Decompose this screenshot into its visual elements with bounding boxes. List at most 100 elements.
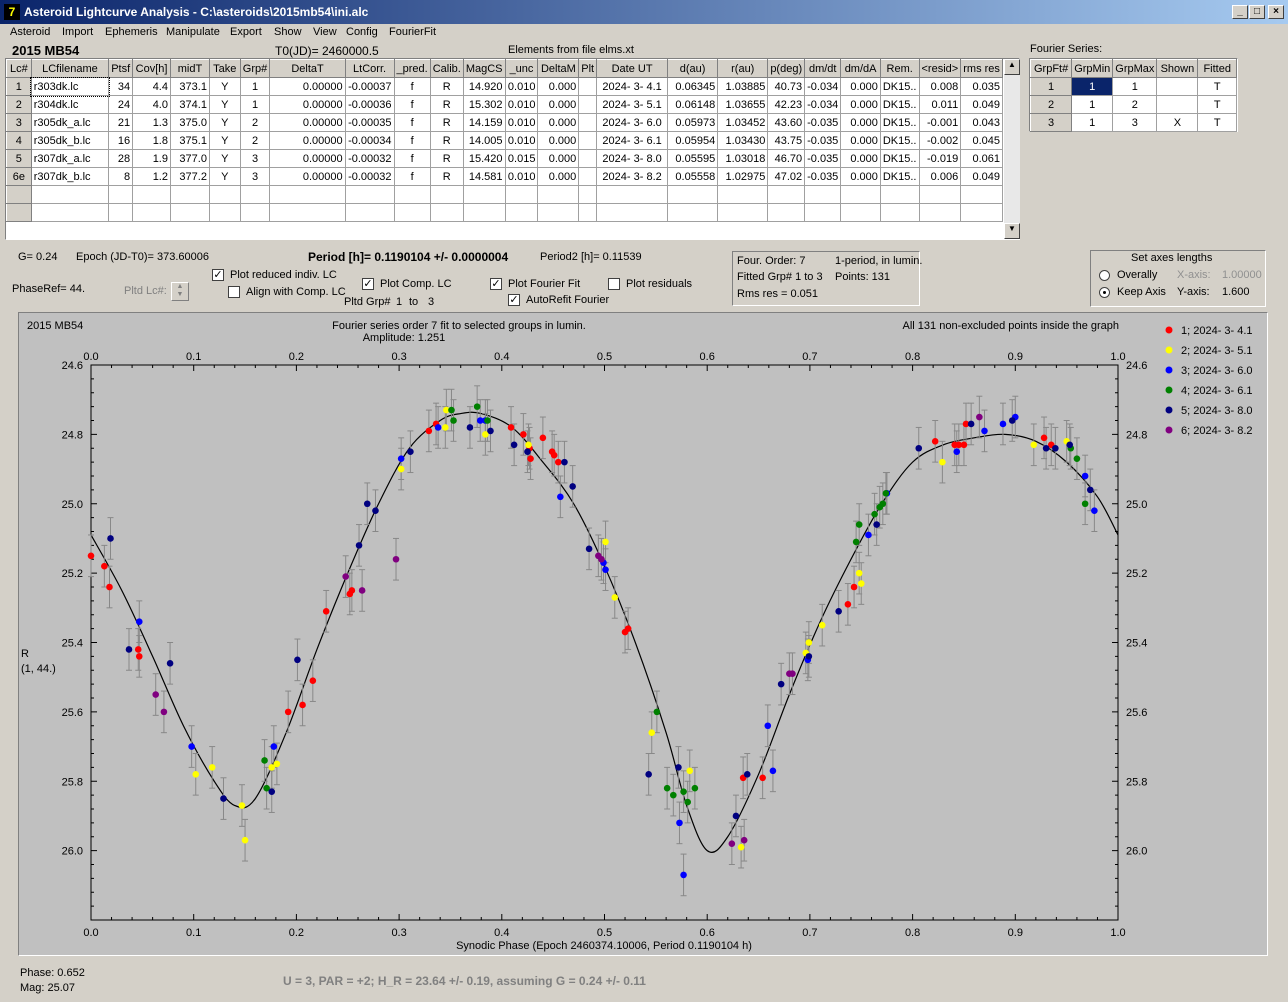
lc-col-header[interactable]: dm/dt	[804, 59, 842, 78]
table-cell[interactable]: f	[393, 131, 431, 150]
table-cell[interactable]	[132, 185, 171, 204]
table-cell[interactable]: 15.302	[462, 95, 506, 114]
table-cell[interactable]	[30, 185, 110, 204]
table-cell[interactable]: 0.061	[960, 149, 1003, 168]
lc-col-header[interactable]: rms res	[960, 59, 1003, 78]
chart-panel[interactable]: 0.0 0.0 0.1 0.1 0.2 0.2 0.3 0.3 0.4 0.4 0.5 0.5 0.6 0…	[18, 312, 1268, 956]
table-row[interactable]: 1 r303dk.lc 34 4.4 373.1 Y 1 0.00000 -0.00037 f R 1…	[6, 76, 1003, 97]
table-cell[interactable]: 375.1	[169, 131, 210, 150]
table-cell[interactable]: 0.000	[537, 77, 580, 96]
table-cell[interactable]	[344, 203, 395, 222]
table-cell[interactable]: -0.00032	[344, 149, 395, 168]
table-cell[interactable]: 2	[239, 113, 271, 132]
table-cell[interactable]: 15.420	[462, 149, 506, 168]
lc-col-header[interactable]: MagCS	[462, 59, 506, 78]
lc-col-header[interactable]: Rem.	[879, 59, 920, 78]
table-cell[interactable]: r304dk.lc	[30, 95, 110, 114]
plot-comp-checkbox[interactable]: ✓	[362, 278, 374, 290]
table-cell[interactable]: 16	[108, 131, 134, 150]
plot-fourier-checkbox[interactable]: ✓	[490, 278, 502, 290]
row-header-cell[interactable]: 3	[6, 113, 32, 132]
table-cell[interactable]: -0.00036	[344, 95, 395, 114]
table-cell[interactable]: 43.75	[767, 131, 806, 150]
table-cell[interactable]: 46.70	[767, 149, 806, 168]
table-cell[interactable]	[578, 203, 598, 222]
menu-fourierfit[interactable]: FourierFit	[389, 26, 437, 38]
table-cell[interactable]	[578, 77, 598, 96]
table-cell[interactable]: 0.043	[960, 113, 1003, 132]
table-cell[interactable]	[767, 185, 806, 204]
table-cell[interactable]	[1156, 95, 1199, 114]
pltd-lc-spinner[interactable]: ▲ ▼	[171, 282, 189, 301]
lc-col-header[interactable]: dm/dA	[840, 59, 881, 78]
scroll-up-arrow-icon[interactable]: ▲	[1004, 59, 1020, 75]
row-header-cell[interactable]	[6, 203, 32, 222]
table-cell[interactable]: Y	[208, 167, 241, 186]
table-cell[interactable]	[767, 203, 806, 222]
table-cell[interactable]: -0.001	[918, 113, 962, 132]
close-button[interactable]: ×	[1268, 5, 1284, 19]
row-header-cell[interactable]: 2	[6, 95, 32, 114]
table-cell[interactable]: 0.06345	[667, 77, 719, 96]
table-cell[interactable]: 1.03018	[717, 149, 769, 168]
table-cell[interactable]: f	[393, 77, 431, 96]
table-cell[interactable]	[578, 149, 598, 168]
table-cell[interactable]: f	[393, 167, 431, 186]
table-cell[interactable]: r307dk_b.lc	[30, 167, 110, 186]
menu-view[interactable]: View	[313, 26, 337, 38]
table-row[interactable]: 4 r305dk_b.lc 16 1.8 375.1 Y 2 0.00000 -0.00034 f…	[6, 131, 1003, 150]
table-cell[interactable]: X	[1156, 113, 1199, 132]
x-axis-value[interactable]: 1.00000	[1222, 269, 1262, 281]
table-cell[interactable]	[717, 203, 769, 222]
table-cell[interactable]: r307dk_a.lc	[30, 149, 110, 168]
table-cell[interactable]: -0.035	[804, 131, 842, 150]
table-cell[interactable]	[840, 203, 881, 222]
lc-table-scrollbar[interactable]: ▲ ▼	[1004, 59, 1020, 239]
table-cell[interactable]: 0.000	[537, 113, 580, 132]
table-cell[interactable]	[879, 185, 920, 204]
table-cell[interactable]: 4.4	[132, 77, 171, 96]
table-cell[interactable]: 3	[1112, 113, 1158, 132]
table-cell[interactable]: 8	[108, 167, 134, 186]
table-cell[interactable]: 2024- 3- 6.1	[596, 131, 669, 150]
table-cell[interactable]: f	[393, 113, 431, 132]
lc-col-header[interactable]: _unc	[504, 59, 539, 78]
table-cell[interactable]: 0.00000	[269, 131, 346, 150]
table-cell[interactable]: 0.015	[504, 149, 539, 168]
row-header-cell[interactable]: 6e	[6, 167, 32, 186]
table-cell[interactable]: 375.0	[169, 113, 210, 132]
table-cell[interactable]: 0.000	[840, 113, 881, 132]
table-cell[interactable]: 2024- 3- 4.1	[596, 77, 669, 96]
table-cell[interactable]: -0.00037	[344, 77, 395, 96]
table-cell[interactable]: 0.049	[960, 95, 1003, 114]
table-cell[interactable]	[717, 185, 769, 204]
table-cell[interactable]: 42.23	[767, 95, 806, 114]
table-cell[interactable]	[918, 203, 962, 222]
table-cell[interactable]	[879, 203, 920, 222]
table-cell[interactable]: R	[429, 95, 464, 114]
lc-col-header[interactable]: Ptsf	[108, 59, 134, 78]
table-cell[interactable]: f	[393, 149, 431, 168]
table-cell[interactable]: 0.010	[504, 167, 539, 186]
row-header-cell[interactable]: 1	[1029, 77, 1073, 96]
table-cell[interactable]: -0.035	[804, 149, 842, 168]
table-cell[interactable]: -0.035	[804, 113, 842, 132]
lc-col-header[interactable]: LtCorr.	[344, 59, 395, 78]
scroll-down-arrow-icon[interactable]: ▼	[1004, 223, 1020, 239]
table-cell[interactable]: 0.010	[504, 77, 539, 96]
table-cell[interactable]: 0.000	[840, 77, 881, 96]
table-cell[interactable]	[169, 203, 210, 222]
table-cell[interactable]: 1	[1071, 95, 1114, 114]
table-cell[interactable]: 0.05595	[667, 149, 719, 168]
table-cell[interactable]: r305dk_a.lc	[30, 113, 110, 132]
table-cell[interactable]	[578, 167, 598, 186]
fourier-col-header[interactable]: Shown	[1156, 59, 1199, 78]
table-cell[interactable]	[596, 203, 669, 222]
table-cell[interactable]	[578, 185, 598, 204]
lc-col-header[interactable]: p(deg)	[767, 59, 806, 78]
table-cell[interactable]	[462, 185, 506, 204]
table-cell[interactable]	[393, 185, 431, 204]
table-cell[interactable]: R	[429, 149, 464, 168]
table-cell[interactable]: r305dk_b.lc	[30, 131, 110, 150]
